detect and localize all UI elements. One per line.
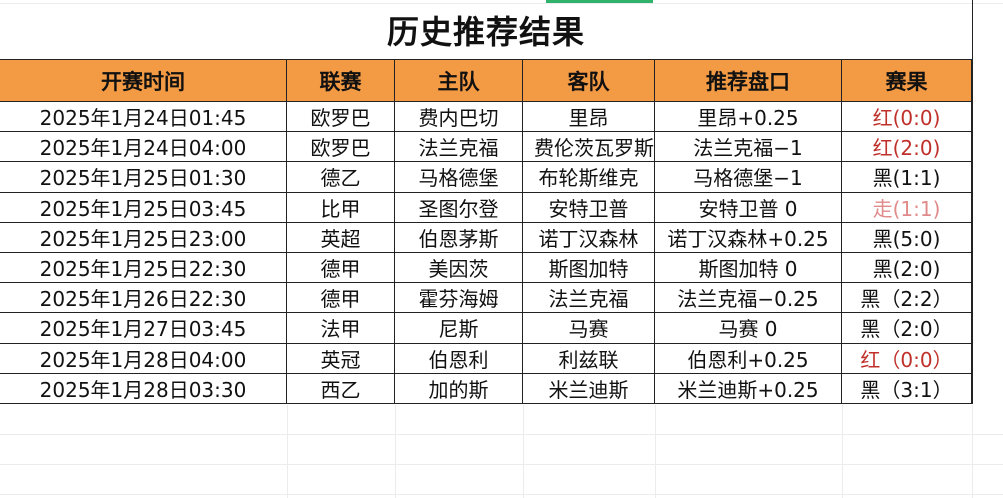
cell-time[interactable]: 2025年1月24日04:00 bbox=[0, 132, 287, 162]
cell-away[interactable]: 费伦茨瓦罗斯 bbox=[523, 132, 655, 162]
header-result[interactable]: 赛果 bbox=[842, 60, 972, 101]
table-row: 2025年1月25日01:30 德乙 马格德堡 布轮斯维克 马格德堡−1 黑(1:1) bbox=[0, 162, 972, 193]
gridline bbox=[842, 405, 843, 498]
cell-league[interactable]: 欧罗巴 bbox=[287, 132, 395, 162]
cell-home[interactable]: 尼斯 bbox=[395, 313, 523, 343]
table-row: 2025年1月28日04:00 英冠 伯恩利 利兹联 伯恩利+0.25 红（0:0） bbox=[0, 343, 972, 374]
header-tip[interactable]: 推荐盘口 bbox=[655, 60, 842, 101]
cell-away[interactable]: 诺丁汉森林 bbox=[523, 222, 655, 252]
cell-tip[interactable]: 马赛 0 bbox=[655, 313, 842, 343]
cell-league[interactable]: 英超 bbox=[287, 222, 395, 252]
cell-result[interactable]: 红(2:0) bbox=[842, 132, 972, 162]
gridline bbox=[0, 3, 1003, 4]
cell-tip[interactable]: 安特卫普 0 bbox=[655, 192, 842, 222]
cell-home[interactable]: 伯恩利 bbox=[395, 343, 523, 373]
cell-home[interactable]: 圣图尔登 bbox=[395, 192, 523, 222]
cell-result[interactable]: 红(0:0) bbox=[842, 102, 972, 132]
cell-tip[interactable]: 诺丁汉森林+0.25 bbox=[655, 222, 842, 252]
cell-tip[interactable]: 法兰克福−1 bbox=[655, 132, 842, 162]
cell-home[interactable]: 法兰克福 bbox=[395, 132, 523, 162]
cell-away[interactable]: 安特卫普 bbox=[523, 192, 655, 222]
cell-time[interactable]: 2025年1月26日22:30 bbox=[0, 283, 287, 313]
column-border bbox=[972, 0, 973, 404]
header-away[interactable]: 客队 bbox=[523, 60, 655, 101]
cell-home[interactable]: 美因茨 bbox=[395, 253, 523, 283]
cell-away[interactable]: 里昂 bbox=[523, 102, 655, 132]
cell-home[interactable]: 费内巴切 bbox=[395, 102, 523, 132]
gridline bbox=[972, 405, 973, 498]
header-league[interactable]: 联赛 bbox=[287, 60, 395, 101]
sheet-title: 历史推荐结果 bbox=[386, 12, 585, 51]
header-time[interactable]: 开赛时间 bbox=[0, 60, 287, 101]
table-row: 2025年1月27日03:45 法甲 尼斯 马赛 马赛 0 黑（2:0） bbox=[0, 313, 972, 344]
gridline bbox=[395, 405, 396, 498]
cell-league[interactable]: 德甲 bbox=[287, 283, 395, 313]
cell-away[interactable]: 米兰迪斯 bbox=[523, 373, 655, 403]
cell-time[interactable]: 2025年1月28日03:30 bbox=[0, 373, 287, 403]
cell-away[interactable]: 法兰克福 bbox=[523, 283, 655, 313]
cell-tip[interactable]: 法兰克福−0.25 bbox=[655, 283, 842, 313]
cell-tip[interactable]: 里昂+0.25 bbox=[655, 102, 842, 132]
gridline bbox=[523, 405, 524, 498]
cell-result[interactable]: 黑（2:2） bbox=[842, 283, 972, 313]
cell-league[interactable]: 欧罗巴 bbox=[287, 102, 395, 132]
cell-time[interactable]: 2025年1月25日23:00 bbox=[0, 222, 287, 252]
cell-result[interactable]: 黑(1:1) bbox=[842, 162, 972, 192]
cell-time[interactable]: 2025年1月24日01:45 bbox=[0, 102, 287, 132]
active-column-indicator bbox=[546, 0, 653, 3]
table-row: 2025年1月26日22:30 德甲 霍芬海姆 法兰克福 法兰克福−0.25 黑（2:2） bbox=[0, 283, 972, 314]
table-row: 2025年1月25日03:45 比甲 圣图尔登 安特卫普 安特卫普 0 走(1:1) bbox=[0, 192, 972, 223]
cell-league[interactable]: 德甲 bbox=[287, 253, 395, 283]
gridline bbox=[0, 494, 1003, 495]
table-row: 2025年1月28日03:30 西乙 加的斯 米兰迪斯 米兰迪斯+0.25 黑（3:1） bbox=[0, 373, 972, 404]
cell-tip[interactable]: 斯图加特 0 bbox=[655, 253, 842, 283]
cell-away[interactable]: 马赛 bbox=[523, 313, 655, 343]
cell-result[interactable]: 黑（3:1） bbox=[842, 373, 972, 403]
cell-result[interactable]: 红（0:0） bbox=[842, 343, 972, 373]
table-row: 2025年1月24日04:00 欧罗巴 法兰克福 费伦茨瓦罗斯 法兰克福−1 红(2:0) bbox=[0, 132, 972, 163]
cell-home[interactable]: 霍芬海姆 bbox=[395, 283, 523, 313]
table-row: 2025年1月25日22:30 德甲 美因茨 斯图加特 斯图加特 0 黑(2:0) bbox=[0, 253, 972, 284]
cell-league[interactable]: 比甲 bbox=[287, 192, 395, 222]
gridline bbox=[287, 405, 288, 498]
cell-home[interactable]: 伯恩茅斯 bbox=[395, 222, 523, 252]
cell-tip[interactable]: 马格德堡−1 bbox=[655, 162, 842, 192]
cell-time[interactable]: 2025年1月25日03:45 bbox=[0, 192, 287, 222]
cell-away[interactable]: 布轮斯维克 bbox=[523, 162, 655, 192]
cell-result[interactable]: 黑（2:0） bbox=[842, 313, 972, 343]
cell-home[interactable]: 马格德堡 bbox=[395, 162, 523, 192]
header-home[interactable]: 主队 bbox=[395, 60, 523, 101]
cell-away[interactable]: 利兹联 bbox=[523, 343, 655, 373]
cell-result[interactable]: 走(1:1) bbox=[842, 192, 972, 222]
cell-tip[interactable]: 米兰迪斯+0.25 bbox=[655, 373, 842, 403]
table-row: 2025年1月25日23:00 英超 伯恩茅斯 诺丁汉森林 诺丁汉森林+0.25 黑(5:… bbox=[0, 222, 972, 253]
cell-league[interactable]: 德乙 bbox=[287, 162, 395, 192]
gridline bbox=[655, 405, 656, 498]
gridline bbox=[0, 434, 1003, 435]
cell-time[interactable]: 2025年1月27日03:45 bbox=[0, 313, 287, 343]
cell-time[interactable]: 2025年1月25日01:30 bbox=[0, 162, 287, 192]
cell-tip[interactable]: 伯恩利+0.25 bbox=[655, 343, 842, 373]
cell-result[interactable]: 黑(5:0) bbox=[842, 222, 972, 252]
cell-home[interactable]: 加的斯 bbox=[395, 373, 523, 403]
cell-league[interactable]: 英冠 bbox=[287, 343, 395, 373]
cell-league[interactable]: 法甲 bbox=[287, 313, 395, 343]
cell-time[interactable]: 2025年1月25日22:30 bbox=[0, 253, 287, 283]
cell-league[interactable]: 西乙 bbox=[287, 373, 395, 403]
table-row: 2025年1月24日01:45 欧罗巴 费内巴切 里昂 里昂+0.25 红(0:0) bbox=[0, 102, 972, 133]
gridline bbox=[0, 464, 1003, 465]
table-header: 开赛时间 联赛 主队 客队 推荐盘口 赛果 bbox=[0, 59, 972, 102]
cell-time[interactable]: 2025年1月28日04:00 bbox=[0, 343, 287, 373]
cell-result[interactable]: 黑(2:0) bbox=[842, 253, 972, 283]
cell-away[interactable]: 斯图加特 bbox=[523, 253, 655, 283]
